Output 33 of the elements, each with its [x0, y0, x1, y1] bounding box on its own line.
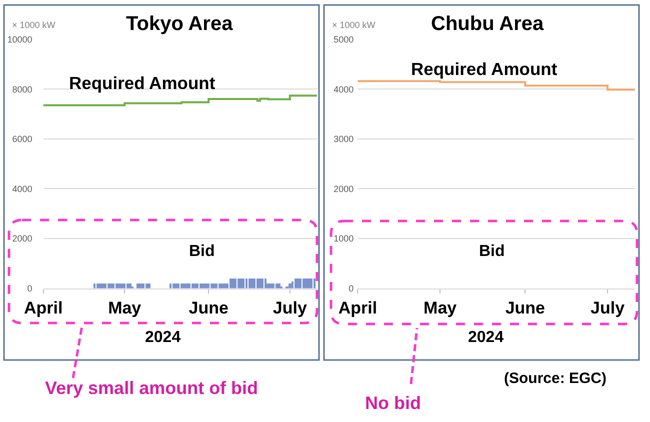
x-axis-title: 2024 — [468, 329, 504, 346]
annotation: Bid — [479, 243, 505, 260]
y-tick-label: 1000 — [334, 234, 354, 244]
x-axis-title: 2024 — [145, 329, 181, 346]
chart-title: Chubu Area — [431, 13, 544, 35]
y-tick-label: 4000 — [334, 84, 354, 94]
chart-title: Tokyo Area — [126, 13, 234, 35]
y-tick-label: 0 — [348, 283, 354, 294]
y-tick-label: 3000 — [334, 134, 354, 144]
x-tick-label: July — [590, 298, 626, 318]
y-tick-label: 10000 — [7, 34, 32, 44]
series-label: Required Amount — [69, 73, 216, 93]
x-tick-label: April — [24, 298, 63, 318]
x-tick-label: June — [505, 298, 546, 318]
series-label: Required Amount — [411, 59, 558, 79]
y-tick-label: 0 — [27, 283, 32, 294]
y-tick-label: 2000 — [334, 184, 354, 194]
x-tick-label: May — [424, 298, 458, 318]
y-tick-label: 4000 — [12, 184, 32, 194]
text: (Source: EGC) — [504, 370, 607, 387]
x-tick-label: July — [272, 298, 308, 318]
y-tick-label: 6000 — [12, 134, 32, 144]
y-axis-title: × 1000 kW — [332, 20, 376, 30]
text: Very small amount of bid — [45, 378, 258, 398]
y-tick-label: 5000 — [334, 34, 354, 44]
y-axis-title: × 1000 kW — [12, 20, 56, 30]
x-tick-label: May — [108, 298, 142, 318]
x-tick-label: April — [338, 298, 378, 318]
series-label: Bid — [189, 243, 215, 260]
y-tick-label: 2000 — [12, 234, 32, 244]
y-tick-label: 8000 — [12, 84, 32, 94]
x-tick-label: June — [188, 298, 228, 318]
text: No bid — [365, 393, 421, 413]
